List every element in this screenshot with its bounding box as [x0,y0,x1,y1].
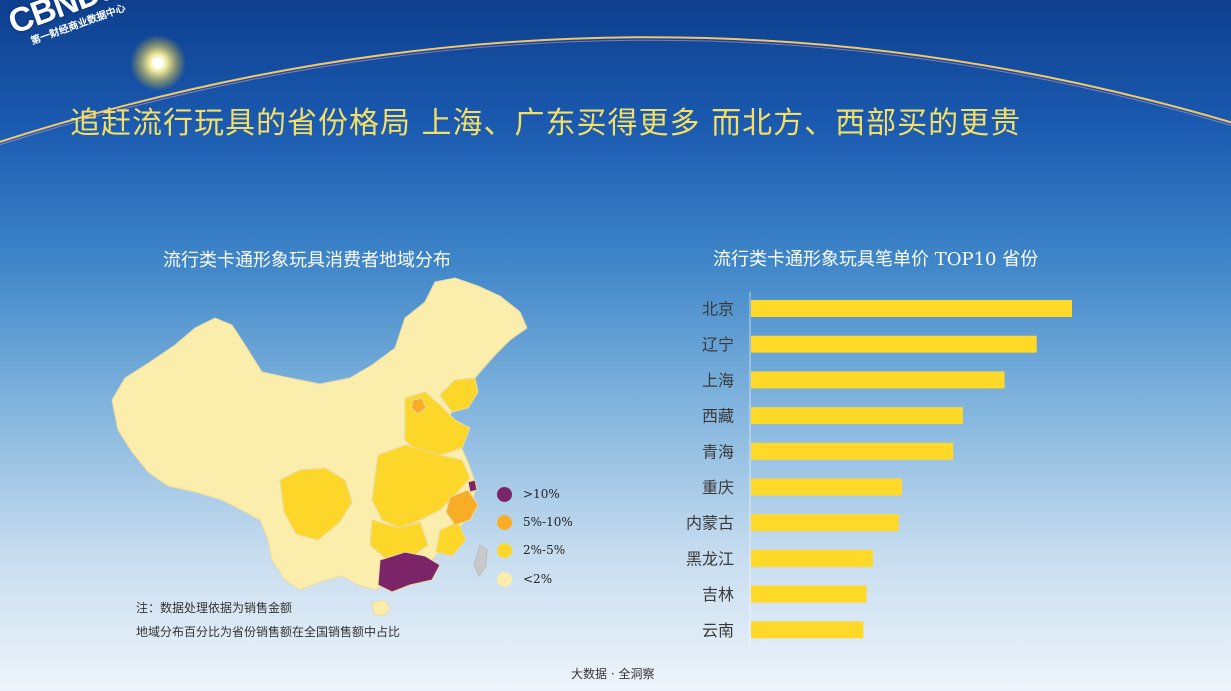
bar-label-3: 上海 [702,371,734,390]
bar-label-5: 青海 [702,442,734,461]
legend-label-5-10: 5%-10% [523,515,573,529]
map-central [371,444,471,529]
legend-label-2-5: 2%-5% [523,543,566,557]
legend-label-gt10: >10% [523,487,560,501]
map-taiwan [473,544,488,578]
page-headline: 追赶流行玩具的省份格局 上海、广东买得更多 而北方、西部买的更贵 [70,106,1022,141]
legend-label-lt2: <2% [523,572,553,586]
map-note-1: 注：数据处理依据为销售金额 [136,601,293,615]
bar-chart-title: 流行类卡通形象玩具笔单价 TOP10 省份 [713,249,1039,270]
bar-label-4: 西藏 [702,407,734,426]
map-shanghai [467,479,478,493]
bar-8 [751,549,873,567]
bar-2 [751,335,1037,353]
bar-1 [751,300,1072,317]
map-guangdong [377,551,441,593]
bar-label-6: 重庆 [702,478,734,497]
bar-3 [751,371,1005,389]
bar-label-7: 内蒙古 [686,514,734,533]
map-hainan [371,599,391,617]
legend-dot-5-10 [497,515,512,530]
map-title: 流行类卡通形象玩具消费者地域分布 [163,250,451,271]
horizon-arc [0,36,1231,143]
bar-label-2: 辽宁 [702,335,734,354]
bar-4 [751,407,963,425]
map-sichuan [279,467,353,541]
footer-tagline: 大数据 · 全洞察 [571,667,655,681]
bar-5 [751,442,954,460]
bar-label-9: 吉林 [702,585,734,604]
bar-label-10: 云南 [702,621,734,640]
bar-label-8: 黑龙江 [686,549,734,568]
legend-dot-2-5 [497,543,512,558]
bar-9 [751,585,867,603]
map-beijing [410,397,427,415]
map-note-2: 地域分布百分比为省份销售额在全国销售额中占比 [136,625,401,639]
bar-label-1: 北京 [702,300,734,319]
legend-dot-lt2 [497,572,512,587]
map-liaoning [439,377,479,413]
bar-10 [751,621,864,639]
map-hunan [369,519,429,559]
map-zhejiang [445,489,479,526]
legend-dot-gt10 [497,487,512,502]
bar-7 [751,514,899,532]
bar-6 [751,478,902,496]
